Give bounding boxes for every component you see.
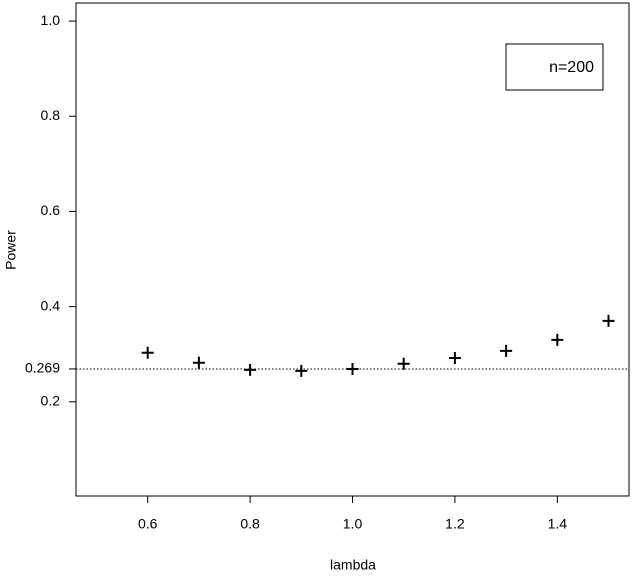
- point: [295, 364, 308, 377]
- y-tick-label: 0.6: [41, 202, 61, 218]
- x-axis-label: lambda: [330, 557, 376, 573]
- legend-box: [505, 43, 604, 91]
- point: [141, 346, 154, 359]
- point: [244, 363, 257, 376]
- point: [192, 356, 205, 369]
- point: [551, 333, 564, 346]
- y-tick-label: 0.4: [41, 297, 61, 313]
- y-tick-label: 0.8: [41, 107, 61, 123]
- x-tick-label: 1.4: [548, 516, 568, 532]
- point: [500, 344, 513, 357]
- y-tick-label: 1.0: [41, 12, 61, 28]
- x-tick-label: 0.6: [138, 516, 158, 532]
- point: [346, 362, 359, 375]
- x-tick-label: 1.0: [343, 516, 363, 532]
- y-tick-label: 0.269: [25, 360, 60, 376]
- x-tick-label: 1.2: [445, 516, 465, 532]
- y-axis-label: Power: [3, 230, 19, 270]
- point: [602, 314, 615, 327]
- legend-text: n=200: [549, 59, 594, 76]
- y-tick-label: 0.2: [41, 392, 61, 408]
- point: [448, 351, 461, 364]
- x-tick-label: 0.8: [240, 516, 260, 532]
- point: [397, 357, 410, 370]
